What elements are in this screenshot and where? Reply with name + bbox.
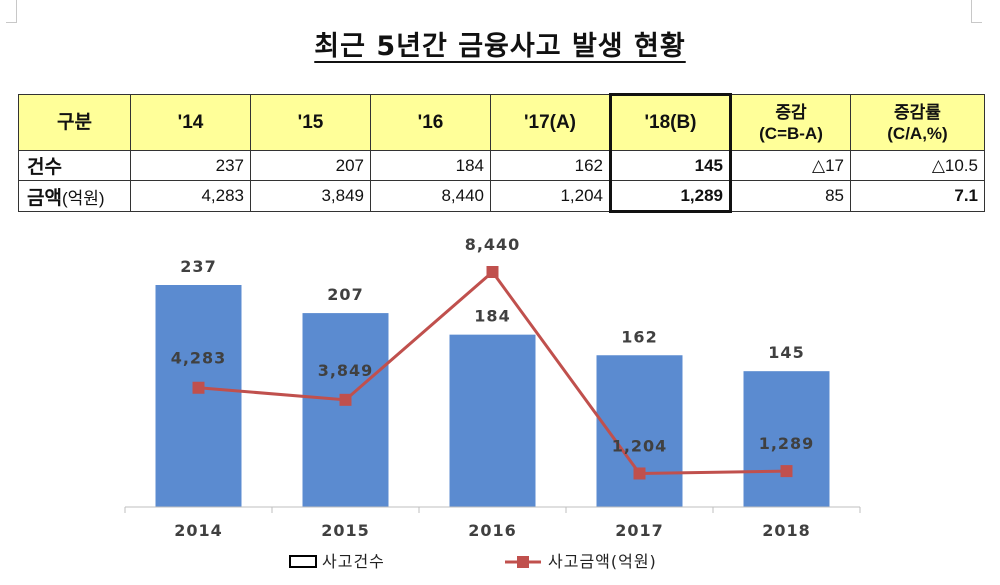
page-title: 최근 5년간 금융사고 발생 현황: [0, 24, 1000, 63]
header-year-17: '17(A): [490, 94, 611, 151]
cell-amount-15: 3,849: [250, 180, 371, 212]
x-tick-label-2017: 2017: [615, 521, 664, 540]
row-label-amount: 금액(억원): [18, 180, 131, 212]
bar-2015: [302, 313, 389, 507]
header-year-16: '16: [370, 94, 491, 151]
cell-count-15: 207: [250, 150, 371, 181]
line-label-2016: 8,440: [465, 235, 521, 254]
cell-count-change: △17: [730, 150, 851, 181]
bar-2014: [155, 285, 242, 507]
header-category: 구분: [18, 94, 131, 151]
header-year-15: '15: [250, 94, 371, 151]
line-point-2015: [339, 393, 352, 406]
header-year-18: '18(B): [609, 93, 732, 151]
line-label-2015: 3,849: [318, 361, 374, 380]
cell-amount-18: 1,289: [609, 180, 732, 213]
bar-2016: [449, 334, 536, 507]
bar-label-2015: 207: [327, 285, 363, 304]
cell-count-16: 184: [370, 150, 491, 181]
page-corner-mark-right: [971, 0, 982, 23]
page-title-text: 최근 5년간 금융사고 발생 현황: [314, 31, 686, 62]
header-year-14: '14: [130, 94, 251, 151]
legend-swatch-marker: [517, 556, 529, 568]
bar-2017: [596, 355, 683, 507]
bar-label-2016: 184: [474, 307, 510, 326]
table-row-amount: 금액(억원) 4,283 3,849 8,440 1,204 1,289 85 …: [18, 180, 985, 213]
legend-label-line: 사고금액(억원): [548, 552, 657, 571]
x-tick-label-2016: 2016: [468, 521, 517, 540]
row-label-amount-unit: (억원): [61, 188, 105, 208]
line-point-2018: [780, 465, 793, 478]
bar-2018: [743, 371, 830, 507]
x-tick-label-2018: 2018: [762, 521, 811, 540]
line-point-2017: [633, 467, 646, 480]
line-point-2014: [192, 381, 205, 394]
header-change: 증감 (C=B-A): [730, 94, 851, 151]
x-tick-label-2015: 2015: [321, 521, 370, 540]
bar-label-2017: 162: [621, 327, 657, 346]
table-row-count: 건수 237 207 184 162 145 △17 △10.5: [18, 150, 985, 181]
bar-label-2018: 145: [768, 343, 804, 362]
legend-swatch-bar: [289, 555, 317, 568]
table-header-row: 구분 '14 '15 '16 '17(A) '18(B) 증감 (C=B-A) …: [18, 93, 985, 151]
line-label-2018: 1,289: [759, 434, 815, 453]
row-label-count: 건수: [18, 150, 131, 181]
summary-table: 구분 '14 '15 '16 '17(A) '18(B) 증감 (C=B-A) …: [18, 93, 985, 213]
cell-amount-change-rate: 7.1: [850, 180, 985, 212]
cell-amount-change: 85: [730, 180, 851, 212]
legend-label-bar: 사고건수: [322, 552, 385, 571]
row-label-amount-text: 금액: [27, 187, 62, 209]
page-corner-mark-left: [6, 0, 17, 23]
row-label-count-text: 건수: [27, 157, 62, 178]
line-label-2014: 4,283: [171, 349, 227, 368]
bar-label-2014: 237: [180, 257, 216, 276]
line-label-2017: 1,204: [612, 436, 668, 455]
cell-amount-14: 4,283: [130, 180, 251, 212]
cell-count-18: 145: [609, 150, 732, 181]
cell-amount-17: 1,204: [490, 180, 611, 212]
x-tick-label-2014: 2014: [174, 521, 223, 540]
header-change-rate: 증감률 (C/A,%): [850, 94, 985, 151]
line-point-2016: [486, 266, 499, 278]
